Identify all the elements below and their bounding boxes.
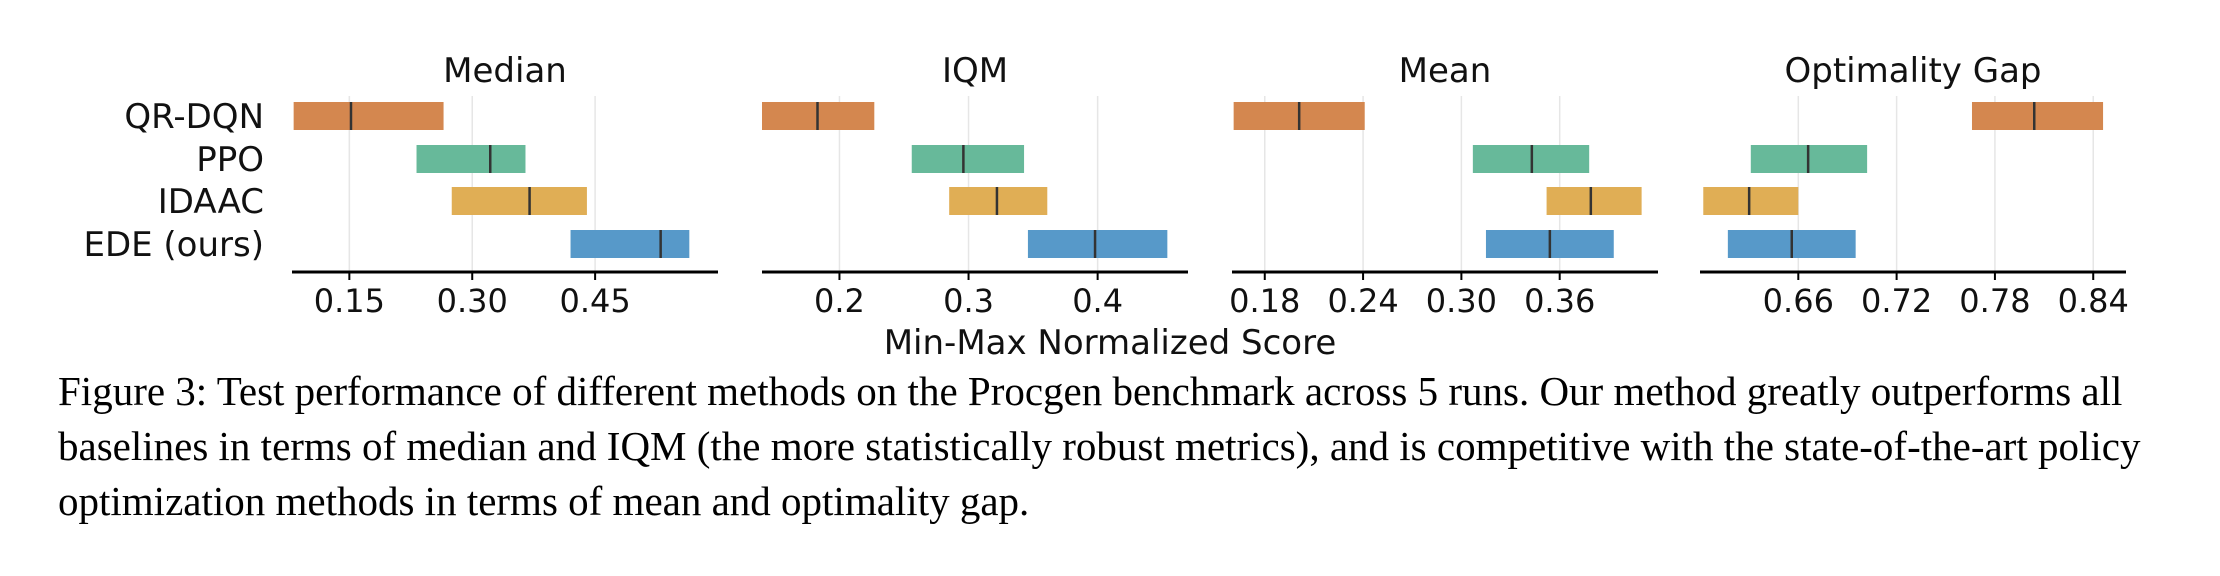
interval-bar [949,187,1048,215]
x-tick-label: 0.3 [943,282,994,320]
interval-bar [911,145,1025,173]
x-tick-label: 0.45 [559,282,630,320]
interval-bar [570,230,690,258]
panel-title: IQM [942,51,1008,91]
x-tick-label: 0.4 [1072,282,1123,320]
panel-title: Optimality Gap [1785,51,2042,91]
x-tick-label: 0.66 [1763,282,1834,320]
interval-bar [1027,230,1168,258]
interval-bar [416,145,526,173]
panel: IQM 0.2 0.3 0.4 [762,51,1188,320]
x-tick-label: 0.72 [1861,282,1932,320]
x-tick-label: 0.30 [437,282,508,320]
interval-bar [1971,102,2104,130]
method-label: IDAAC [158,182,264,222]
method-label: PPO [196,140,264,180]
x-tick-label: 0.15 [314,282,385,320]
x-tick-label: 0.36 [1524,282,1595,320]
method-label: EDE (ours) [83,225,264,265]
panel: Optimality Gap 0.66 0.72 0.78 0.84 [1700,51,2129,320]
x-tick-label: 0.24 [1327,282,1398,320]
x-tick-label: 0.18 [1229,282,1300,320]
x-tick-label: 0.84 [2058,282,2129,320]
x-tick-label: 0.78 [1959,282,2030,320]
interval-bar [451,187,587,215]
x-axis-label: Min-Max Normalized Score [884,323,1337,360]
interval-chart-figure: Min-Max Normalized Score QR-DQNPPOIDAACE… [83,51,2129,360]
panel: Median 0.15 0.30 0.45 [292,51,718,320]
panel-title: Mean [1399,51,1492,91]
interval-bar [1546,187,1642,215]
method-label: QR-DQN [124,97,264,137]
x-tick-label: 0.2 [814,282,865,320]
figure-caption: Figure 3: Test performance of different … [58,368,2141,524]
interval-bar [293,102,444,130]
panel: Mean 0.18 0.24 0.30 0.36 [1229,51,1658,320]
panel-title: Median [443,51,567,91]
interval-bar [1703,187,1799,215]
x-tick-label: 0.30 [1426,282,1497,320]
